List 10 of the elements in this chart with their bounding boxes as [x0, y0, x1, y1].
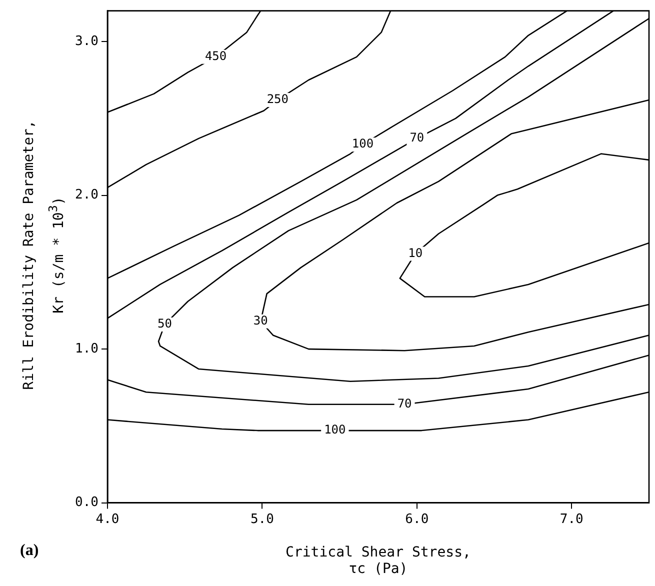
x-axis-title: Critical Shear Stress, τc (Pa)	[286, 544, 471, 578]
x-tick-label: 5.0	[250, 512, 274, 527]
y-tick-label: 0.0	[74, 495, 98, 510]
text: (a)	[20, 542, 39, 559]
y-tick-label: 2.0	[74, 188, 98, 203]
x-tick-label: 6.0	[405, 512, 429, 527]
y-tick-label: 1.0	[74, 341, 98, 356]
y-tick-label: 3.0	[74, 34, 98, 49]
x-tick-label: 4.0	[96, 512, 120, 527]
x-tick-label: 7.0	[560, 512, 584, 527]
